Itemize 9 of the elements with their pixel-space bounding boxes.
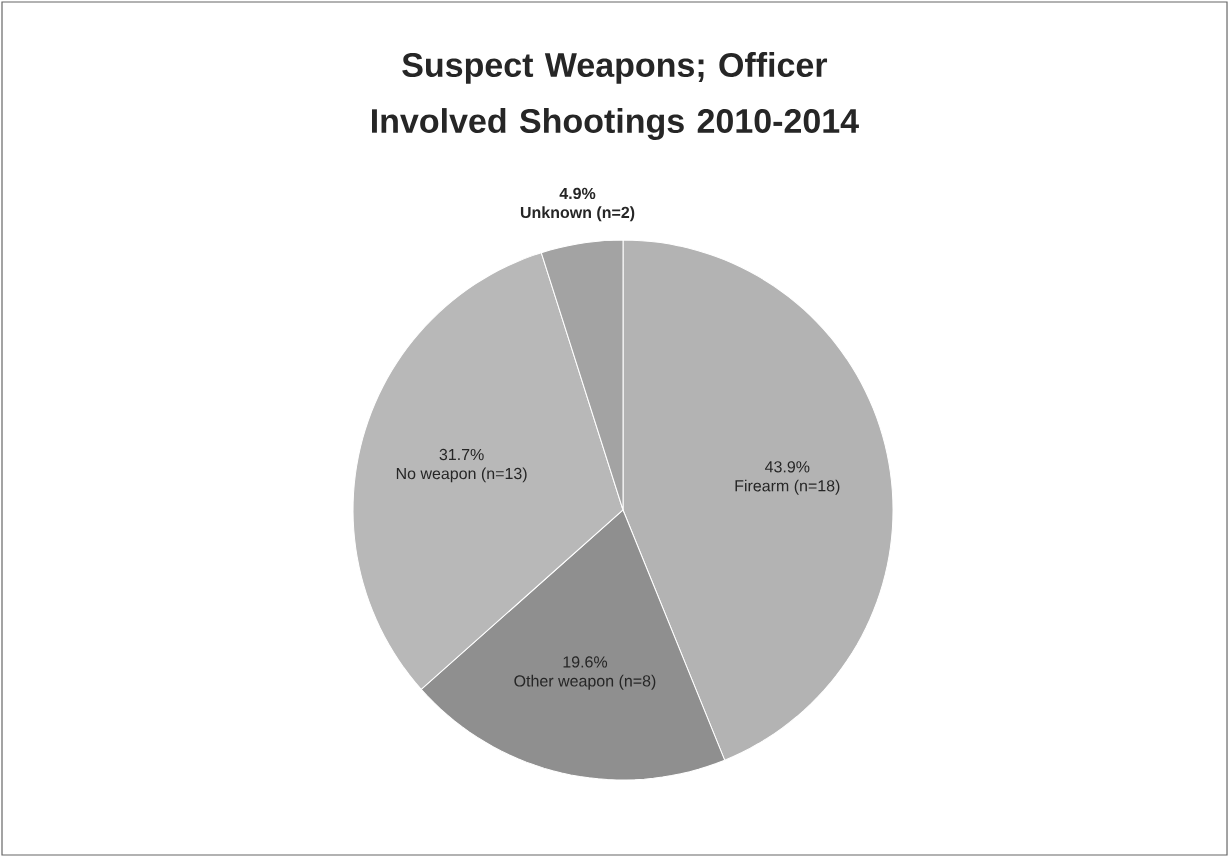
data-label: 4.9% <box>559 187 596 200</box>
data-label: 19.6% <box>563 656 608 668</box>
slice-label: Firearm (n=18) <box>735 479 840 495</box>
slice-label: Unknown (n=2) <box>520 206 635 222</box>
data-label: 31.7% <box>439 448 484 461</box>
slice-label: No weapon (n=13) <box>396 467 527 483</box>
chart-title: Suspect Weapons; Officer Involved Shootings 2010-2014 <box>372 52 859 140</box>
slice-label: Other weapon (n=8) <box>514 674 656 690</box>
data-label: 43.9% <box>765 461 810 473</box>
